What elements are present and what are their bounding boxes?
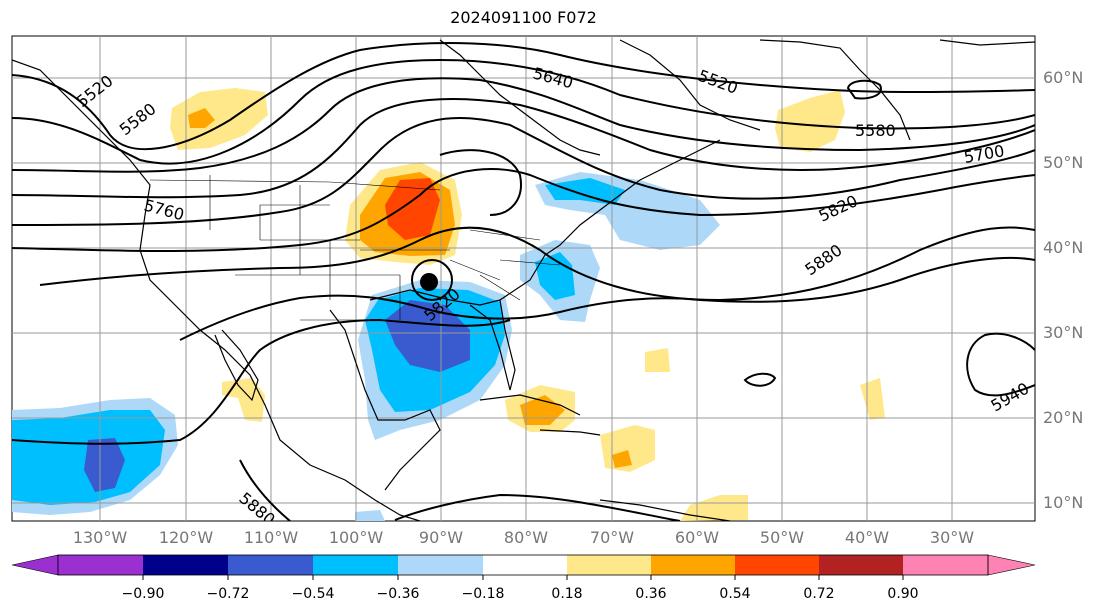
colorbar-tick-label: 0.54	[719, 586, 751, 602]
colorbar-tick-label: 0.90	[887, 586, 919, 602]
lon-label: 110°W	[243, 528, 299, 547]
lon-label: 60°W	[674, 528, 720, 547]
colorbar-tick-label: −0.72	[206, 586, 250, 602]
colorbar-tick-label: −0.54	[291, 586, 335, 602]
graticule	[12, 36, 1035, 521]
colorbar-tick-label: −0.18	[461, 586, 505, 602]
lon-label: 70°W	[589, 528, 635, 547]
colorbar	[11, 554, 1036, 580]
anomaly-fill-layer	[12, 88, 885, 521]
colorbar-tick-label: 0.36	[635, 586, 667, 602]
colorbar-tick-label: 0.18	[551, 586, 583, 602]
lon-label: 80°W	[503, 528, 549, 547]
lon-label: 130°W	[72, 528, 128, 547]
lat-label: 30°N	[1043, 323, 1084, 342]
lon-label: 30°W	[929, 528, 975, 547]
lat-label: 60°N	[1043, 68, 1084, 87]
contour-label: 5580	[855, 121, 896, 140]
colorbar-tick-label: 0.72	[803, 586, 835, 602]
lat-label: 50°N	[1043, 153, 1084, 172]
colorbar-tick-label: −0.36	[376, 586, 420, 602]
lon-label: 40°W	[844, 528, 890, 547]
lat-label: 40°N	[1043, 238, 1084, 257]
state-borders	[149, 175, 561, 321]
lon-label: 120°W	[158, 528, 214, 547]
height-contours	[12, 42, 1035, 521]
hurricane-center-dot	[420, 273, 438, 291]
lon-label: 100°W	[328, 528, 384, 547]
lon-label: 90°W	[418, 528, 464, 547]
lat-label: 10°N	[1043, 493, 1084, 512]
lon-label: 50°W	[759, 528, 805, 547]
lat-label: 20°N	[1043, 408, 1084, 427]
map-title: 2024091100 F072	[450, 8, 597, 27]
colorbar-tick-label: −0.90	[121, 586, 165, 602]
